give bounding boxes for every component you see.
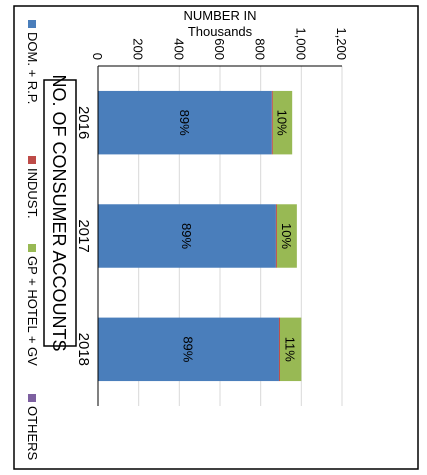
data-label: 11%: [283, 337, 298, 362]
legend-label: GP + HOTEL + GV: [25, 256, 40, 366]
chart-title: NO. OF CONSUMER ACCOUNTS: [49, 74, 69, 351]
bar-segment: [98, 90, 272, 155]
y-axis-label-line: Thousands: [188, 24, 253, 39]
bar-segment: [276, 204, 297, 268]
chart-title-frame: [43, 79, 77, 347]
legend-swatch: [28, 20, 36, 28]
legend-swatch: [28, 156, 36, 164]
axes: 0 200 400 600 800 1,000 1,200 2016 2017 2018: [75, 27, 349, 406]
y-tick-label: 0: [90, 53, 105, 60]
legend-label: INDUST.: [25, 168, 40, 219]
chart-title-box: NO. OF CONSUMER ACCOUNTS: [43, 74, 77, 352]
y-tick-label: 200: [131, 38, 146, 60]
legend-swatch: [28, 244, 36, 252]
data-label: 89%: [177, 110, 192, 136]
data-label: 89%: [180, 336, 195, 362]
category-label: 2018: [75, 333, 92, 366]
data-label: 10%: [275, 110, 290, 136]
bar-segment: [98, 204, 276, 268]
legend-label: DOM. + R.P.: [25, 32, 40, 104]
data-label: 10%: [279, 223, 294, 249]
rotated-chart-group: 89% 10% 89% 10% 89% 11% 0 200 400 600 800 1,000 1,2…: [25, 8, 349, 461]
category-label: 2017: [75, 219, 92, 252]
legend-label: OTHERS: [25, 406, 40, 461]
y-tick-label: 400: [171, 38, 186, 60]
bar-segment: [278, 317, 280, 382]
y-axis-label-line: NUMBER IN: [184, 8, 257, 23]
category-label: 2016: [75, 106, 92, 139]
legend-swatch: [28, 394, 36, 402]
bar-segment: [272, 90, 293, 155]
y-tick-label: 800: [253, 38, 268, 60]
data-label: 89%: [179, 223, 194, 249]
bar-segment: [279, 317, 302, 382]
bar-segment: [275, 204, 277, 268]
bar-segment: [271, 90, 273, 155]
y-tick-label: 1,000: [293, 27, 308, 60]
bars: 89% 10% 89% 10% 89% 11%: [98, 90, 302, 382]
bar-segment: [98, 317, 279, 382]
legend: DOM. + R.P. INDUST. GP + HOTEL + GV OTHERS: [25, 20, 40, 461]
y-tick-label: 600: [212, 38, 227, 60]
y-tick-label: 1,200: [334, 27, 349, 60]
